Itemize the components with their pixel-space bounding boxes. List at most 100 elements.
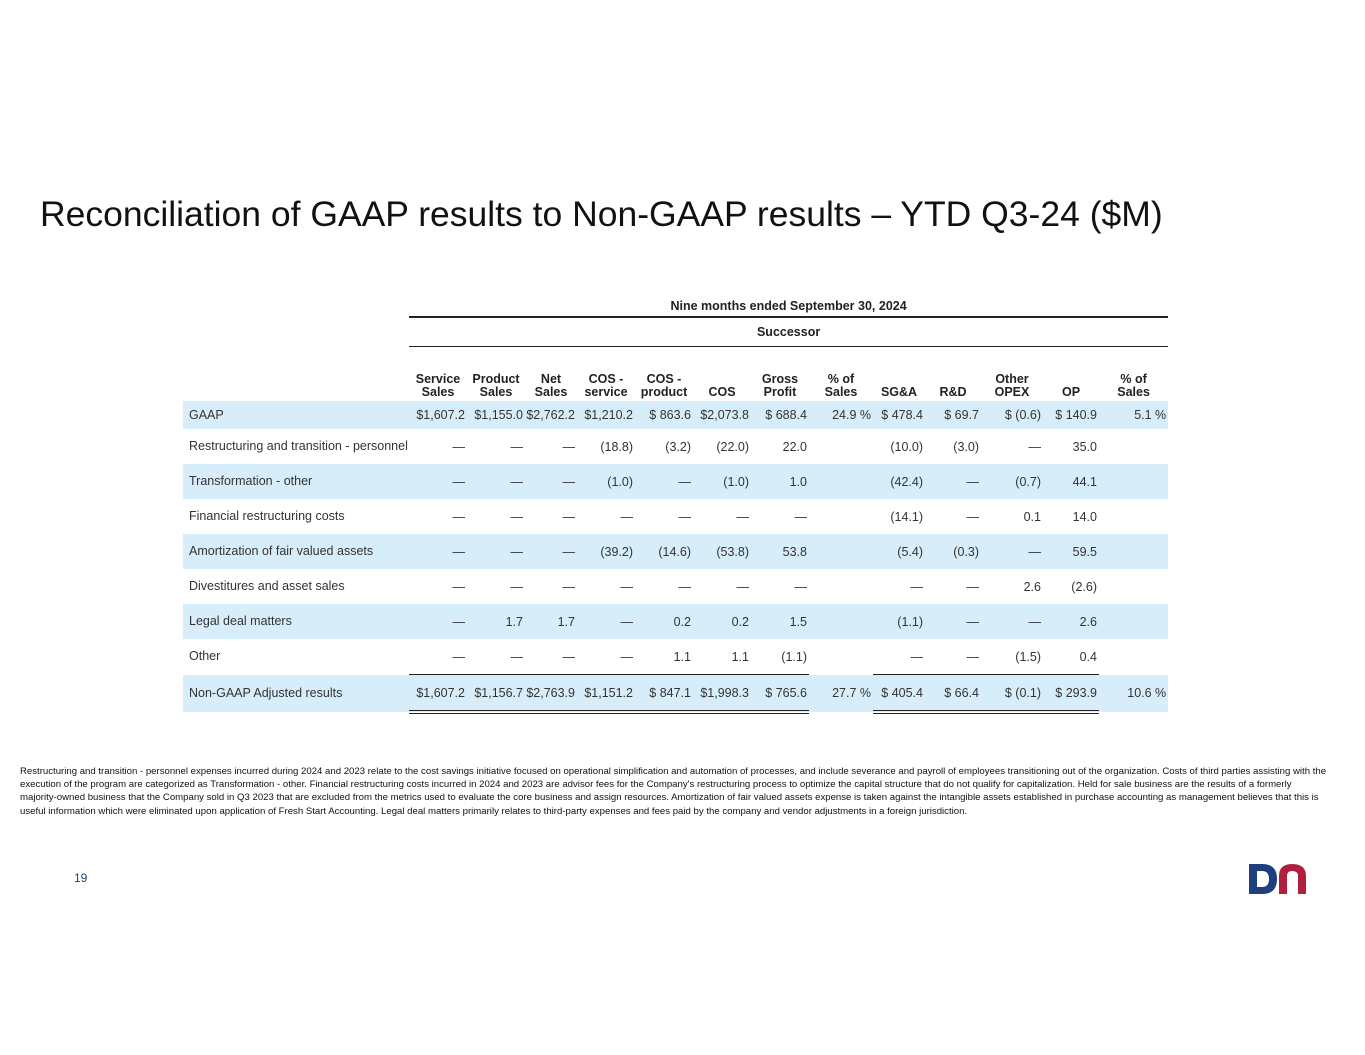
column-header-line: % of — [827, 372, 855, 386]
table-row: Restructuring and transition - personnel… — [183, 429, 1168, 464]
table-cell: (0.3) — [925, 534, 981, 569]
table-cell: — — [577, 639, 635, 675]
table-cell: — — [873, 639, 925, 675]
table-cell: (5.4) — [873, 534, 925, 569]
table-cell: 1.5 — [751, 604, 809, 639]
table-cell: 0.2 — [693, 604, 751, 639]
table-cell: $1,151.2 — [577, 674, 635, 714]
table-cell — [1099, 569, 1168, 604]
table-cell: — — [966, 579, 980, 594]
column-header-line: Net — [540, 372, 562, 386]
table-cell — [1099, 499, 1168, 534]
row-label: Divestitures and asset sales — [189, 579, 345, 593]
table-cell — [809, 464, 873, 499]
table-cell — [809, 569, 873, 604]
table-cell: — — [925, 639, 981, 675]
table-cell: $ 293.9 — [1043, 674, 1099, 714]
table-cell: $1,607.2 — [409, 401, 467, 429]
table-row: GAAP $1,607.2 $1,155.0 $2,762.2 $1,210.2 $ 86… — [183, 401, 1169, 429]
table-cell: 59.5 — [1043, 534, 1099, 569]
table-cell: — — [620, 579, 634, 594]
table-cell: 0.2 — [635, 604, 693, 639]
dn-logo-icon — [1249, 864, 1306, 894]
table-cell: — — [409, 639, 467, 675]
table-cell: 24.9 % — [809, 401, 873, 429]
table-cell: (1.1) — [751, 639, 809, 675]
table-cell: — — [409, 464, 467, 499]
table-cell: $1,607.2 — [409, 674, 467, 714]
column-header-line: Profit — [763, 385, 797, 399]
table-cell: — — [562, 579, 576, 594]
table-cell: (42.4) — [873, 464, 925, 499]
table-cell: — — [678, 509, 692, 524]
table-cell: — — [525, 534, 577, 569]
table-cell: — — [510, 579, 524, 594]
column-header-line: Product — [472, 372, 520, 386]
column-header: Service Sales — [409, 351, 467, 401]
table-cell: — — [409, 604, 467, 639]
table-cell — [809, 639, 873, 675]
table-cell: — — [635, 464, 693, 499]
table-cell: (3.0) — [953, 439, 979, 454]
table-cell: 53.8 — [751, 534, 809, 569]
row-label: Transformation - other — [183, 464, 409, 499]
column-header-line: % of — [1120, 372, 1147, 386]
table-cell: $2,763.9 — [525, 674, 577, 714]
footnote: Restructuring and transition - personnel… — [20, 766, 1327, 817]
column-header: SG&A — [873, 351, 925, 401]
column-header: OP — [1043, 351, 1099, 401]
table-cell — [1099, 604, 1169, 639]
table-cell: — — [620, 509, 634, 524]
table-cell: $ (0.1) — [981, 674, 1043, 714]
table-cell: $1,210.2 — [577, 401, 635, 429]
row-label: Amortization of fair valued assets — [183, 534, 409, 569]
column-header: Product Sales — [467, 351, 525, 401]
table-cell: (1.0) — [693, 464, 751, 499]
table-cell: — — [925, 464, 981, 499]
table-cell: $ (0.6) — [981, 401, 1043, 429]
row-label: Restructuring and transition - personnel — [189, 439, 408, 453]
column-header: COS - service — [577, 351, 635, 401]
table-cell: 1.1 — [693, 639, 751, 675]
table-cell: — — [510, 509, 524, 524]
table-cell: 44.1 — [1043, 464, 1099, 499]
column-header: Net Sales — [525, 351, 577, 401]
column-header-line: COS - — [588, 372, 624, 386]
column-header-line: Sales — [479, 385, 513, 399]
table-cell — [1099, 429, 1168, 464]
table-cell: 2.6 — [1023, 579, 1041, 594]
column-header-line: Service — [415, 372, 461, 386]
table-cell: (14.6) — [635, 534, 693, 569]
table-cell: — — [981, 604, 1043, 639]
table-cell: — — [981, 534, 1043, 569]
column-header-line: Sales — [421, 385, 455, 399]
table-cell: $ 66.4 — [925, 674, 981, 714]
table-row: Other — — — —1.1 1.1 (1.1) — — (1.5) 0.4 — [183, 639, 1168, 675]
table-cell: — — [409, 534, 467, 569]
column-header-line: R&D — [939, 385, 967, 399]
table-cell: $ 69.7 — [925, 401, 981, 429]
table-cell: (10.0) — [890, 439, 923, 454]
table-cell: 5.1 % — [1099, 401, 1169, 429]
column-header: COS — [693, 351, 751, 401]
table-cell: 27.7 % — [809, 674, 873, 712]
column-header: R&D — [925, 351, 981, 401]
column-header-line: product — [640, 385, 688, 399]
table-cell: 1.0 — [751, 464, 809, 499]
table-cell: — — [794, 579, 808, 594]
table-cell: — — [452, 439, 466, 454]
table-cell: $1,998.3 — [693, 674, 751, 714]
column-header-line: Other — [995, 372, 1029, 386]
table-cell: $1,156.7 — [467, 674, 525, 714]
row-label: Legal deal matters — [183, 604, 409, 639]
table-cell: 0.1 — [1023, 509, 1041, 524]
row-label: GAAP — [183, 401, 409, 429]
period-header: Nine months ended September 30, 2024 — [409, 296, 1169, 318]
row-label: Other — [189, 649, 221, 664]
table-cell — [809, 604, 873, 639]
successor-header: Successor — [409, 317, 1169, 347]
column-header-line: OPEX — [994, 385, 1030, 399]
table-cell: — — [562, 439, 576, 454]
column-header: % of Sales — [1099, 351, 1168, 401]
table-cell: — — [562, 509, 576, 524]
